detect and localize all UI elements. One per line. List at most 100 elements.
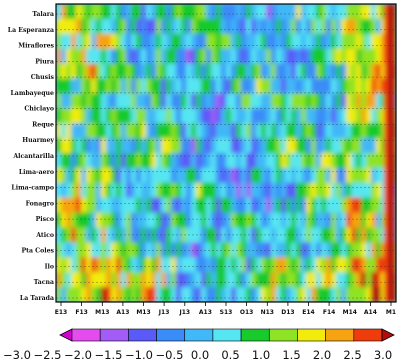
heatmap-cell bbox=[306, 257, 312, 273]
heatmap-cell bbox=[66, 272, 72, 288]
heatmap-cell bbox=[91, 63, 97, 80]
heatmap-cell bbox=[276, 242, 282, 258]
heatmap-cell bbox=[226, 4, 232, 20]
heatmap-cell bbox=[306, 272, 312, 288]
heatmap-cell bbox=[306, 153, 312, 169]
heatmap-cell bbox=[336, 287, 342, 302]
heatmap-cell bbox=[141, 153, 147, 169]
heatmap-cell bbox=[216, 93, 222, 109]
heatmap-cell bbox=[201, 182, 207, 199]
heatmap-cell bbox=[116, 197, 122, 214]
heatmap-cell bbox=[371, 33, 377, 50]
heatmap-cell bbox=[186, 212, 192, 229]
heatmap-cell bbox=[186, 153, 192, 169]
heatmap-cell bbox=[81, 108, 87, 124]
heatmap-cell bbox=[226, 153, 232, 169]
heatmap-cell bbox=[271, 153, 277, 169]
heatmap-cell bbox=[171, 18, 177, 35]
heatmap-cell bbox=[96, 18, 102, 35]
heatmap-cell bbox=[106, 227, 112, 243]
heatmap-cell bbox=[231, 33, 237, 50]
heatmap-cell bbox=[131, 153, 137, 169]
heatmap-cell bbox=[326, 4, 332, 20]
heatmap-cell bbox=[106, 167, 112, 184]
heatmap-cell bbox=[91, 78, 97, 94]
heatmap-cell bbox=[61, 257, 67, 273]
heatmap-cell bbox=[161, 78, 167, 94]
heatmap-cell bbox=[281, 108, 287, 124]
heatmap-cell bbox=[336, 123, 342, 139]
heatmap-cell bbox=[326, 227, 332, 243]
heatmap-cell bbox=[261, 227, 267, 243]
heatmap-cell bbox=[196, 78, 202, 94]
heatmap-cell bbox=[306, 63, 312, 80]
heatmap-cell bbox=[176, 287, 182, 302]
heatmap-cell bbox=[321, 138, 327, 154]
heatmap-cell bbox=[301, 287, 307, 302]
heatmap-cell bbox=[346, 272, 352, 288]
heatmap-cell bbox=[111, 287, 117, 302]
heatmap-cell bbox=[61, 227, 67, 243]
heatmap-cell bbox=[76, 242, 82, 258]
heatmap-cell bbox=[361, 33, 367, 50]
heatmap-cell bbox=[351, 182, 357, 199]
heatmap-cell bbox=[161, 18, 167, 35]
heatmap-cell bbox=[286, 18, 292, 35]
heatmap-cell bbox=[366, 93, 372, 109]
heatmap-cell bbox=[276, 272, 282, 288]
heatmap-cell bbox=[131, 4, 137, 20]
heatmap-cell bbox=[356, 78, 362, 94]
heatmap-cell bbox=[146, 272, 152, 288]
heatmap-cell bbox=[356, 197, 362, 214]
heatmap-cell bbox=[326, 197, 332, 214]
heatmap-cell bbox=[346, 153, 352, 169]
heatmap-cell bbox=[216, 153, 222, 169]
heatmap-cell bbox=[236, 138, 242, 154]
heatmap-cell bbox=[231, 18, 237, 35]
heatmap-cell bbox=[326, 78, 332, 94]
heatmap-cell bbox=[146, 123, 152, 139]
heatmap-cell bbox=[221, 287, 227, 302]
heatmap-cell bbox=[351, 138, 357, 154]
heatmap-cell bbox=[236, 167, 242, 184]
heatmap-cell bbox=[366, 138, 372, 154]
heatmap-cell bbox=[56, 212, 62, 229]
heatmap-cell bbox=[251, 272, 257, 288]
heatmap-cell bbox=[276, 108, 282, 124]
heatmap-cell bbox=[171, 108, 177, 124]
heatmap-cell bbox=[356, 108, 362, 124]
heatmap-cell bbox=[341, 33, 347, 50]
heatmap-cell bbox=[191, 242, 197, 258]
heatmap-cell bbox=[111, 93, 117, 109]
heatmap-cell bbox=[351, 227, 357, 243]
heatmap-cell bbox=[136, 257, 142, 273]
heatmap-cell bbox=[221, 227, 227, 243]
heatmap-cell bbox=[141, 167, 147, 184]
heatmap-cell bbox=[291, 272, 297, 288]
heatmap-cell bbox=[351, 63, 357, 80]
heatmap-cell bbox=[266, 108, 272, 124]
heatmap-cell bbox=[286, 167, 292, 184]
heatmap-cell bbox=[61, 153, 67, 169]
heatmap-cell bbox=[336, 242, 342, 258]
heatmap-cell bbox=[91, 123, 97, 139]
heatmap-cell bbox=[371, 197, 377, 214]
heatmap-cell bbox=[336, 63, 342, 80]
heatmap-cell bbox=[211, 272, 217, 288]
heatmap-cell bbox=[331, 167, 337, 184]
heatmap-cell bbox=[366, 4, 372, 20]
heatmap-cell bbox=[111, 78, 117, 94]
heatmap-cell bbox=[301, 108, 307, 124]
heatmap-cell bbox=[276, 33, 282, 50]
heatmap-cell bbox=[76, 227, 82, 243]
heatmap-cell bbox=[191, 138, 197, 154]
colorbar-segment bbox=[240, 328, 270, 342]
heatmap-cell bbox=[351, 167, 357, 184]
heatmap-cell bbox=[341, 212, 347, 229]
heatmap-cell bbox=[271, 138, 277, 154]
heatmap-cell bbox=[276, 123, 282, 139]
heatmap-cell bbox=[156, 123, 162, 139]
heatmap-cell bbox=[166, 4, 172, 20]
heatmap-cell bbox=[241, 138, 247, 154]
heatmap-cell bbox=[371, 182, 377, 199]
